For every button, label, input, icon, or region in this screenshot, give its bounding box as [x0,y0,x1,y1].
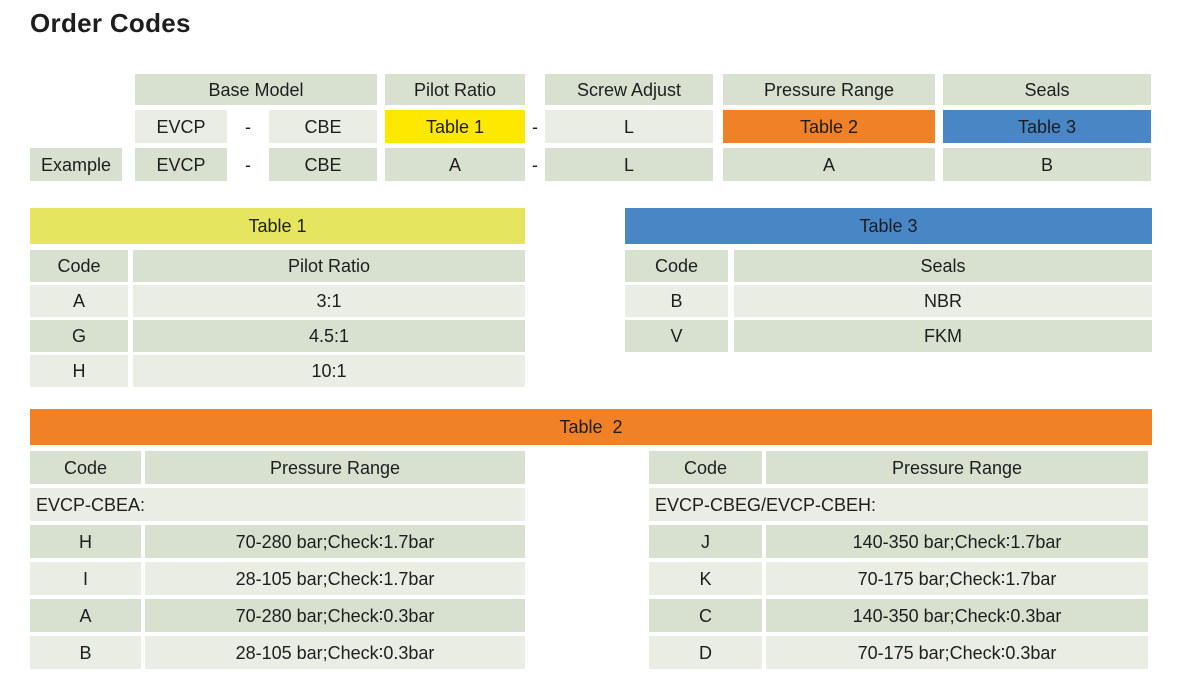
table1-banner: Table 1 [30,208,525,244]
model-table3-ref-cell: Table 3 [943,110,1151,143]
table2-right-row-value: 140-350 bar;Check∶1.7bar [766,525,1148,558]
table2-right-row-value: 70-175 bar;Check∶1.7bar [766,562,1148,595]
table2-left-row-value: 28-105 bar;Check∶1.7bar [145,562,525,595]
table2-left-row-code: B [30,636,141,669]
example-pilot-cell: A [385,148,525,181]
table2-left-group-row: EVCP-CBEA: [30,488,525,521]
header-pressure-range: Pressure Range [723,74,935,105]
example-series-cell: CBE [269,148,377,181]
model-table1-ref-cell: Table 1 [385,110,525,143]
table2-left-row-code: A [30,599,141,632]
table2-left-row-value: 70-280 bar;Check∶1.7bar [145,525,525,558]
example-dash1-cell: - [245,154,251,175]
model-series-cell: CBE [269,110,377,143]
header-seals: Seals [943,74,1151,105]
table1-row-code: G [30,320,128,352]
order-code-table: Base Model Pilot Ratio Screw Adjust Pres… [30,74,1151,181]
table2-banner: Table 2 [30,409,1152,445]
header-pilot-ratio: Pilot Ratio [385,74,525,105]
model-table2-ref-cell: Table 2 [723,110,935,143]
table1-value-header: Pilot Ratio [133,250,525,282]
table3-code-header: Code [625,250,728,282]
example-seals-cell: B [943,148,1151,181]
header-base-model: Base Model [135,74,377,105]
table1-code-header: Code [30,250,128,282]
example-screw-cell: L [545,148,713,181]
table2-right-row-value: 70-175 bar;Check∶0.3bar [766,636,1148,669]
model-dash2-cell: - [532,116,538,137]
table2-right-row-code: C [649,599,762,632]
table3-value-header: Seals [734,250,1152,282]
table2-left-row-value: 70-280 bar;Check∶0.3bar [145,599,525,632]
model-dash1-cell: - [245,116,251,137]
page-title: Order Codes [30,8,191,38]
example-dash2-cell: - [532,154,538,175]
example-label: Example [30,148,122,181]
table2-right-group-row: EVCP-CBEG/EVCP-CBEH: [649,488,1148,521]
table1-row-value: 10:1 [133,355,525,387]
table3-row-value: FKM [734,320,1152,352]
table2-left-value-header: Pressure Range [145,451,525,484]
table2-right-row-code: K [649,562,762,595]
example-pressure-cell: A [723,148,935,181]
table1-row-value: 4.5:1 [133,320,525,352]
example-prefix-cell: EVCP [135,148,227,181]
table3-row-code: V [625,320,728,352]
table1-row-code: H [30,355,128,387]
model-prefix-cell: EVCP [135,110,227,143]
table3-banner: Table 3 [625,208,1152,244]
model-screw-cell: L [545,110,713,143]
table3-row-value: NBR [734,285,1152,317]
table1: Code Pilot Ratio A 3:1 G 4.5:1 H 10:1 [30,250,525,387]
table2-right-value-header: Pressure Range [766,451,1148,484]
table1-row-code: A [30,285,128,317]
table2-left-row-code: H [30,525,141,558]
table3-row-code: B [625,285,728,317]
table2-right-row-code: J [649,525,762,558]
table2-left-code-header: Code [30,451,141,484]
table2-left: Code Pressure Range EVCP-CBEA: H 70-280 … [30,451,525,669]
table2-right-code-header: Code [649,451,762,484]
table2-right: Code Pressure Range EVCP-CBEG/EVCP-CBEH:… [649,451,1148,669]
table2-left-row-code: I [30,562,141,595]
header-screw-adjust: Screw Adjust [545,74,713,105]
table2-right-row-code: D [649,636,762,669]
table1-row-value: 3:1 [133,285,525,317]
table2-right-row-value: 140-350 bar;Check∶0.3bar [766,599,1148,632]
table3: Code Seals B NBR V FKM [625,250,1152,352]
table2-left-row-value: 28-105 bar;Check∶0.3bar [145,636,525,669]
